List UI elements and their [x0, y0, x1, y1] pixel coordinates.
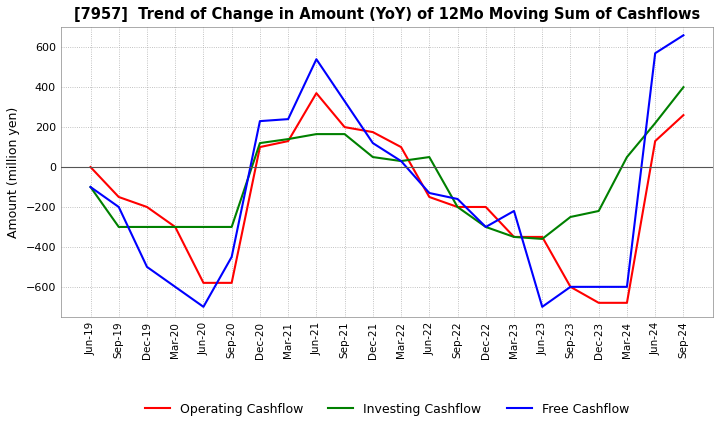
Investing Cashflow	[595, 208, 603, 213]
Operating Cashflow	[171, 224, 179, 230]
Investing Cashflow	[538, 236, 546, 242]
Free Cashflow	[425, 191, 433, 196]
Operating Cashflow	[256, 144, 264, 150]
Free Cashflow	[679, 33, 688, 38]
Free Cashflow	[651, 51, 660, 56]
Operating Cashflow	[341, 125, 349, 130]
Investing Cashflow	[312, 132, 320, 137]
Line: Operating Cashflow: Operating Cashflow	[91, 93, 683, 303]
Free Cashflow	[566, 284, 575, 290]
Operating Cashflow	[369, 129, 377, 135]
Operating Cashflow	[86, 165, 95, 170]
Investing Cashflow	[679, 84, 688, 90]
Investing Cashflow	[369, 154, 377, 160]
Operating Cashflow	[312, 91, 320, 96]
Free Cashflow	[510, 208, 518, 213]
Free Cashflow	[453, 196, 462, 202]
Free Cashflow	[623, 284, 631, 290]
Operating Cashflow	[114, 194, 123, 200]
Free Cashflow	[143, 264, 151, 270]
Title: [7957]  Trend of Change in Amount (YoY) of 12Mo Moving Sum of Cashflows: [7957] Trend of Change in Amount (YoY) o…	[74, 7, 700, 22]
Operating Cashflow	[425, 194, 433, 200]
Line: Free Cashflow: Free Cashflow	[91, 35, 683, 307]
Free Cashflow	[171, 284, 179, 290]
Investing Cashflow	[651, 121, 660, 126]
Operating Cashflow	[228, 280, 236, 286]
Free Cashflow	[341, 99, 349, 104]
Operating Cashflow	[651, 139, 660, 144]
Free Cashflow	[199, 304, 208, 309]
Operating Cashflow	[595, 300, 603, 305]
Free Cashflow	[86, 184, 95, 190]
Investing Cashflow	[171, 224, 179, 230]
Operating Cashflow	[679, 113, 688, 118]
Investing Cashflow	[256, 140, 264, 146]
Operating Cashflow	[143, 204, 151, 209]
Free Cashflow	[228, 254, 236, 260]
Investing Cashflow	[397, 158, 405, 164]
Operating Cashflow	[538, 234, 546, 239]
Operating Cashflow	[199, 280, 208, 286]
Free Cashflow	[369, 140, 377, 146]
Free Cashflow	[595, 284, 603, 290]
Operating Cashflow	[482, 204, 490, 209]
Free Cashflow	[538, 304, 546, 309]
Legend: Operating Cashflow, Investing Cashflow, Free Cashflow: Operating Cashflow, Investing Cashflow, …	[140, 398, 634, 421]
Investing Cashflow	[199, 224, 208, 230]
Free Cashflow	[397, 158, 405, 164]
Investing Cashflow	[341, 132, 349, 137]
Operating Cashflow	[623, 300, 631, 305]
Free Cashflow	[312, 57, 320, 62]
Investing Cashflow	[453, 204, 462, 209]
Investing Cashflow	[510, 234, 518, 239]
Operating Cashflow	[453, 204, 462, 209]
Investing Cashflow	[86, 184, 95, 190]
Line: Investing Cashflow: Investing Cashflow	[91, 87, 683, 239]
Operating Cashflow	[566, 284, 575, 290]
Free Cashflow	[256, 118, 264, 124]
Investing Cashflow	[228, 224, 236, 230]
Investing Cashflow	[425, 154, 433, 160]
Investing Cashflow	[623, 154, 631, 160]
Investing Cashflow	[143, 224, 151, 230]
Operating Cashflow	[510, 234, 518, 239]
Free Cashflow	[284, 117, 292, 122]
Investing Cashflow	[482, 224, 490, 230]
Free Cashflow	[114, 204, 123, 209]
Investing Cashflow	[114, 224, 123, 230]
Investing Cashflow	[284, 136, 292, 142]
Free Cashflow	[482, 224, 490, 230]
Operating Cashflow	[397, 144, 405, 150]
Operating Cashflow	[284, 139, 292, 144]
Y-axis label: Amount (million yen): Amount (million yen)	[7, 106, 20, 238]
Investing Cashflow	[566, 214, 575, 220]
